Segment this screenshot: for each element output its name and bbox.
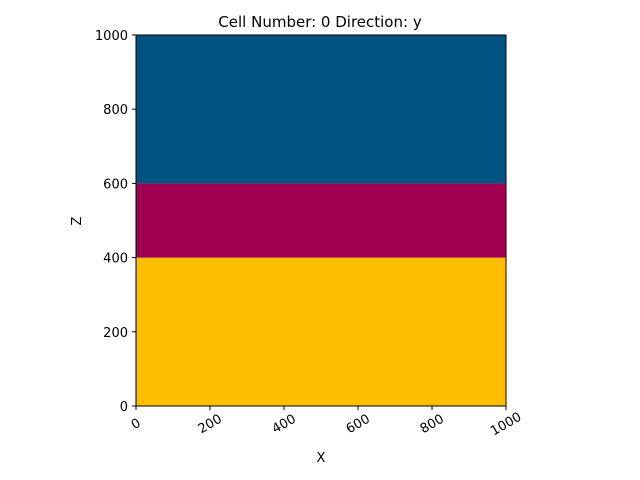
y-tick-label-0: 0 xyxy=(120,400,128,415)
y-tick-label-3: 600 xyxy=(103,177,128,192)
y-tick-label-4: 800 xyxy=(103,103,128,118)
x-tick-label-1: 200 xyxy=(196,412,225,437)
x-tick-label-0: 0 xyxy=(129,416,144,433)
y-tick-label-1: 200 xyxy=(103,326,128,341)
x-tick-label-2: 400 xyxy=(270,412,299,437)
chart-title: Cell Number: 0 Direction: y xyxy=(218,13,422,31)
plot-frame xyxy=(135,34,507,407)
y-tick-label-2: 400 xyxy=(103,252,128,267)
layer-1 xyxy=(136,183,506,258)
x-axis-ticks: 0 200 400 600 800 1000 xyxy=(129,406,524,439)
x-axis-label: X xyxy=(317,451,326,466)
y-axis-ticks: 0 200 400 600 800 1000 xyxy=(95,29,136,415)
y-axis-label: Z xyxy=(70,216,85,225)
layer-2 xyxy=(136,35,506,184)
x-tick-label-5: 1000 xyxy=(488,410,524,440)
x-tick-label-3: 600 xyxy=(344,412,373,437)
y-tick-label-5: 1000 xyxy=(95,29,128,44)
layer-0 xyxy=(136,257,506,406)
x-tick-label-4: 800 xyxy=(418,412,447,437)
layers-group xyxy=(136,35,506,406)
